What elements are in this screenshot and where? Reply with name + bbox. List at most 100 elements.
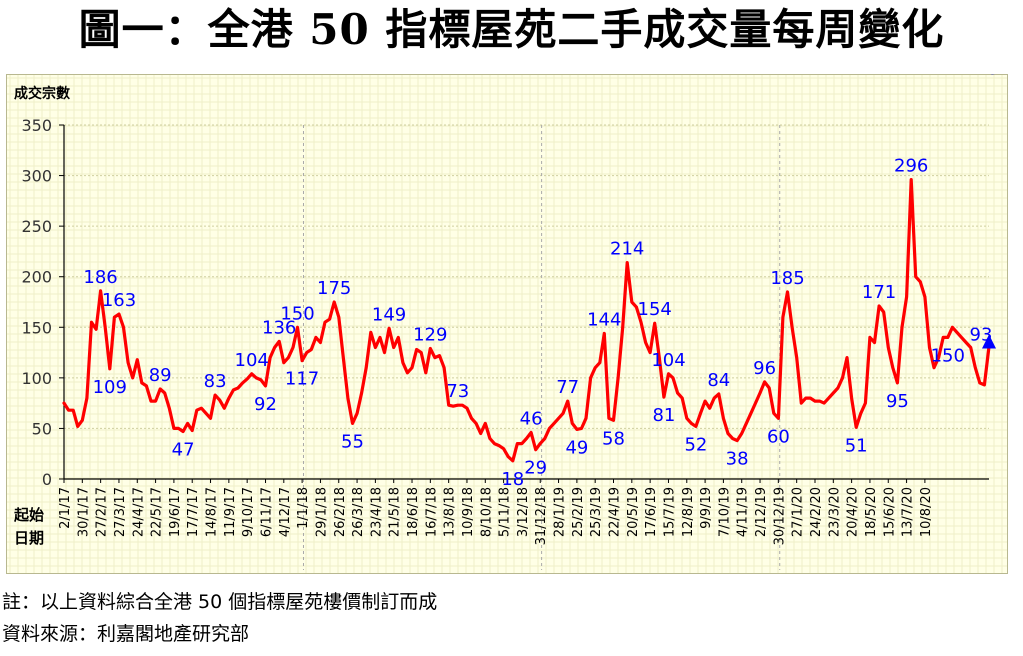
data-point [978,381,981,385]
data-point [726,432,730,435]
data-point [841,376,844,380]
data-point [323,321,327,324]
data-point [923,295,927,299]
data-point [905,295,908,299]
data-point [246,377,249,381]
data-point [387,327,391,330]
data-point [584,417,588,420]
data-label: 154 [638,299,672,320]
data-point [90,321,93,324]
data-point [685,417,688,420]
x-tick-label: 22/5/17 [150,487,165,537]
data-point [575,428,579,431]
data-point [470,417,473,420]
data-label: 52 [684,434,707,455]
data-point [717,392,720,396]
data-label: 58 [602,428,625,449]
x-tick-label: 25/3/19 [589,487,604,537]
data-point [81,419,84,422]
data-point [154,399,157,403]
data-point [374,346,377,349]
data-point [845,356,849,359]
data-point [296,326,299,329]
data-point [227,396,231,400]
x-tick-label: 6/11/17 [259,487,274,537]
data-point [520,442,524,445]
data-point [351,422,354,425]
data-label: 150 [280,303,314,324]
data-point [447,404,450,407]
data-point [113,316,116,319]
data-point [507,455,510,458]
data-point [204,412,208,415]
data-point [946,336,949,339]
data-point [333,300,336,304]
data-point [282,361,285,364]
x-tick-label: 16/7/18 [424,487,439,537]
data-point [255,376,258,380]
data-point [85,396,89,400]
x-tick-label: 29/1/18 [314,487,329,537]
x-axis-label: 日期 [14,529,44,547]
x-tick-label: 13/7/20 [901,487,916,537]
data-point [67,409,70,412]
data-point [914,275,917,278]
x-tick-label: 27/3/17 [113,487,128,537]
data-point [836,386,840,390]
x-tick-label: 17/7/17 [186,487,201,537]
x-tick-label: 17/6/19 [644,487,659,537]
data-point [648,351,652,354]
data-point [529,431,533,434]
x-tick-label: 1/1/18 [296,487,311,529]
data-point [346,396,350,400]
data-point [800,401,803,405]
data-point [191,429,194,432]
data-point [699,412,702,415]
x-tick-label: 4/11/19 [736,487,751,537]
data-point [213,393,217,397]
y-tick-label: 50 [32,419,52,438]
data-point [557,417,560,420]
data-point [328,318,331,321]
data-label: 18 [501,469,524,490]
line-chart: 成交宗數 0 50 100 150 200 250 300 350 2/1/17 30/1/17 27… [6,58,1011,574]
data-point [928,346,931,349]
data-point [827,396,830,400]
x-tick-label: 21/5/18 [388,487,403,537]
data-point [690,422,693,425]
data-point [855,426,858,429]
data-point [749,412,753,415]
x-tick-label: 15/7/19 [662,487,677,537]
data-point [974,366,977,369]
data-point [983,383,986,387]
data-point [278,340,281,343]
x-tick-label: 27/1/20 [791,487,806,537]
data-point [479,432,482,435]
data-point [122,326,125,329]
x-tick-label: 31/12/18 [534,487,549,545]
data-point [781,316,785,319]
x-tick-label: 3/12/18 [516,487,531,537]
data-point [681,396,684,400]
data-label: 29 [524,458,547,479]
data-point [818,399,821,403]
data-label: 49 [565,437,588,458]
x-tick-label: 19/6/17 [168,487,183,537]
data-point [72,409,75,412]
data-point [964,341,968,344]
data-point [365,366,368,369]
data-point [397,336,400,339]
data-point [955,331,959,334]
data-point [667,372,670,375]
x-tick-label: 13/8/18 [443,487,458,537]
data-point [117,312,121,316]
data-point [713,396,716,400]
data-point [456,404,459,407]
data-point [452,405,455,408]
data-point [369,331,372,334]
data-point [488,437,492,440]
x-tick-label: 20/5/19 [626,487,641,537]
data-label: 129 [413,325,447,346]
data-point [644,341,647,344]
x-tick-label: 28/1/19 [553,487,568,537]
